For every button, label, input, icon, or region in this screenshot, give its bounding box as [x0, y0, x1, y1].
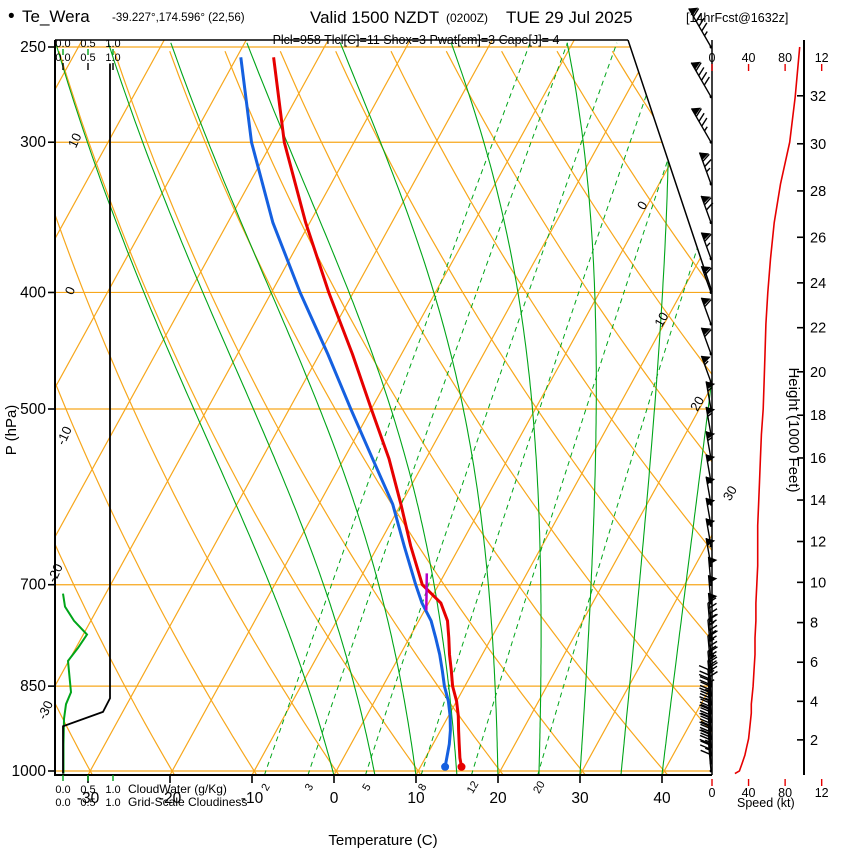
height-tick-label: 12	[810, 535, 826, 551]
cloudwater-legend-label: CloudWater (g/Kg)	[128, 782, 227, 796]
speed-tick-label-bottom: 0	[709, 786, 716, 800]
height-tick-label: 18	[810, 408, 826, 424]
cloudiness-scale-label-bottom: 1.0	[105, 797, 120, 809]
height-tick-label: 2	[810, 733, 818, 749]
temperature-tick-label: 10	[407, 790, 425, 807]
temperature-tick-label: 40	[653, 790, 671, 807]
height-tick-label: 22	[810, 321, 826, 337]
speed-tick-label-top: 0	[709, 51, 716, 65]
valid-date: TUE 29 Jul 2025	[506, 8, 633, 27]
dewpoint-surface-dot	[441, 763, 449, 771]
cloudwater-scale-label-bottom: 1.0	[105, 784, 120, 796]
indices-line: Plcl=958 Tlcl[C]=11 Shox=3 Pwat[cm]=3 Ca…	[273, 33, 560, 47]
station-coords: -39.227°,174.596° (22,56)	[112, 12, 245, 24]
cloudiness-legend-label: Grid-Scale Cloudiness	[128, 795, 247, 809]
temperature-tick-label: 0	[330, 790, 339, 807]
pressure-tick-label: 850	[20, 678, 46, 695]
cloudwater-scale-label-bottom: 0.0	[55, 784, 70, 796]
temperature-axis-title: Temperature (C)	[328, 832, 437, 849]
speed-tick-label-top: 40	[742, 51, 756, 65]
station-name: Te_Wera	[22, 7, 90, 26]
speed-tick-label-top: 12	[815, 51, 829, 65]
cloudiness-scale-label-top: 0.5	[80, 52, 95, 64]
temperature-surface-dot	[458, 763, 466, 771]
speed-tick-label-top: 80	[778, 51, 792, 65]
speed-tick-label-bottom: 12	[815, 786, 829, 800]
height-tick-label: 30	[810, 137, 826, 153]
height-tick-label: 26	[810, 230, 826, 246]
height-tick-label: 32	[810, 89, 826, 105]
temperature-tick-label: 20	[489, 790, 507, 807]
cloudwater-scale-label-top: 0.5	[80, 38, 95, 50]
height-axis-title: Height (1000 Feet)	[785, 367, 802, 492]
pressure-tick-label: 1000	[12, 763, 47, 780]
pressure-tick-label: 400	[20, 284, 46, 301]
height-tick-label: 14	[810, 493, 826, 509]
height-tick-label: 6	[810, 655, 818, 671]
height-tick-label: 24	[810, 276, 826, 292]
pressure-tick-label: 250	[20, 39, 46, 56]
temperature-tick-label: 30	[571, 790, 589, 807]
speed-axis-title: Speed (kt)	[737, 796, 795, 810]
station-bullet: •	[8, 6, 15, 27]
pressure-tick-label: 700	[20, 577, 46, 594]
cloudwater-scale-label-top: 0.0	[55, 38, 70, 50]
parcel-trace	[426, 573, 427, 610]
pressure-tick-label: 300	[20, 134, 46, 151]
height-tick-label: 20	[810, 365, 826, 381]
valid-utc: (0200Z)	[446, 11, 488, 25]
cloudwater-scale-label-top: 1.0	[105, 38, 120, 50]
height-tick-label: 10	[810, 575, 826, 591]
cloudiness-scale-label-top: 0.0	[55, 52, 70, 64]
cloudwater-scale-label-bottom: 0.5	[80, 784, 95, 796]
height-tick-label: 8	[810, 616, 818, 632]
pressure-tick-label: 500	[20, 401, 46, 418]
valid-time: Valid 1500 NZDT	[310, 8, 439, 27]
height-tick-label: 16	[810, 451, 826, 467]
height-tick-label: 4	[810, 694, 818, 710]
height-tick-label: 28	[810, 184, 826, 200]
cloudiness-scale-label-bottom: 0.5	[80, 797, 95, 809]
cloudiness-scale-label-bottom: 0.0	[55, 797, 70, 809]
cloudiness-scale-label-top: 1.0	[105, 52, 120, 64]
forecast-tag: [14hrFcst@1632z]	[686, 11, 788, 25]
pressure-axis-title: P (hPa)	[3, 405, 20, 456]
